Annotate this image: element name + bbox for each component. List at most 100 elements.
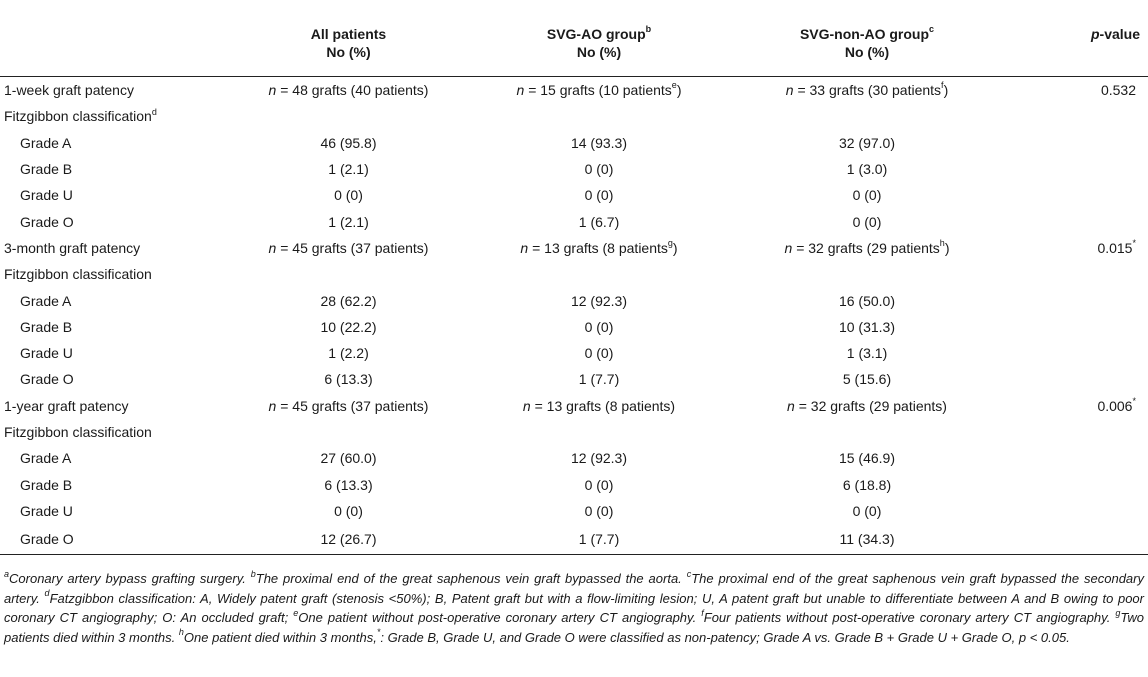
cell-value: 5 (15.6) bbox=[842, 371, 892, 388]
column-header: SVG-AO groupb bbox=[475, 0, 723, 42]
cell-value: 46 (95.8) bbox=[320, 134, 377, 151]
cell-value: 1 (2.1) bbox=[328, 213, 369, 230]
table-row: 3-month graft patency n = 45 grafts (37 p… bbox=[0, 235, 1148, 261]
cell-value: 0 (0) bbox=[852, 502, 882, 519]
table-cell: n = 32 grafts (29 patients) bbox=[723, 393, 1011, 419]
row-label-text: Grade A bbox=[20, 134, 72, 151]
table-cell: n = 33 grafts (30 patientsf) bbox=[723, 77, 1011, 104]
cell-n-symbol: n bbox=[784, 239, 793, 256]
table-row: Grade A 28 (62.2) 12 (92.3) 16 (50.0) bbox=[0, 287, 1148, 313]
table-row: Grade U 0 (0) 0 (0) 0 (0) bbox=[0, 498, 1148, 524]
row-label: Fitzgibbon classificationd bbox=[0, 103, 222, 129]
table-cell: 28 (62.2) bbox=[222, 287, 475, 313]
footnote-mark: f bbox=[701, 607, 704, 618]
table-cell: 0 (0) bbox=[475, 340, 723, 366]
column-header: p-value bbox=[1011, 0, 1148, 42]
cell-value: 0 (0) bbox=[584, 161, 614, 178]
row-label-text: Grade A bbox=[20, 450, 72, 467]
footnote-mark: h bbox=[178, 627, 184, 638]
table-cell: 0 (0) bbox=[723, 498, 1011, 524]
footnote-text: The proximal end of the great saphenous … bbox=[255, 571, 687, 586]
table-cell: 1 (3.0) bbox=[723, 156, 1011, 182]
table-cell: n = 15 grafts (10 patientse) bbox=[475, 77, 723, 104]
footnote-mark: g bbox=[1115, 607, 1121, 618]
cell-value: = 15 grafts (10 patients bbox=[524, 82, 672, 99]
p-value-cell bbox=[1011, 366, 1148, 392]
p-value-cell: 0.532 bbox=[1011, 77, 1148, 104]
cell-value: 0 (0) bbox=[334, 187, 363, 204]
table-cell: 0 (0) bbox=[723, 182, 1011, 208]
table-cell: 14 (93.3) bbox=[475, 130, 723, 156]
p-value-cell bbox=[1011, 524, 1148, 555]
cell-value: 0 (0) bbox=[334, 502, 363, 519]
footnote-mark: d bbox=[44, 588, 50, 599]
table-cell: 1 (7.7) bbox=[475, 366, 723, 392]
cell-value: = 48 grafts (40 patients) bbox=[276, 82, 429, 99]
cell-n-symbol: n bbox=[268, 82, 277, 99]
table-row: Grade A 46 (95.8) 14 (93.3) 32 (97.0) bbox=[0, 130, 1148, 156]
table-cell: 0 (0) bbox=[475, 156, 723, 182]
p-value-cell bbox=[1011, 287, 1148, 313]
cell-n-symbol: n bbox=[268, 239, 277, 256]
p-value-cell bbox=[1011, 208, 1148, 234]
table-body: 1-week graft patency n = 48 grafts (40 pa… bbox=[0, 77, 1148, 555]
cell-tail: ) bbox=[676, 82, 682, 99]
cell-value: 0 (0) bbox=[584, 502, 614, 519]
column-header: All patients bbox=[222, 0, 475, 42]
cell-value: 6 (18.8) bbox=[842, 476, 892, 493]
table-cell: n = 48 grafts (40 patients) bbox=[222, 77, 475, 104]
table-cell: 6 (13.3) bbox=[222, 366, 475, 392]
footnote-mark: a bbox=[4, 568, 10, 579]
significance-mark: * bbox=[1132, 238, 1136, 249]
p-value-cell bbox=[1011, 103, 1148, 129]
cell-n-symbol: n bbox=[516, 82, 525, 99]
cell-value: 0 (0) bbox=[584, 345, 614, 362]
column-header: SVG-non-AO groupc bbox=[723, 0, 1011, 42]
row-label: Grade B bbox=[0, 156, 222, 182]
table-row: Grade O 12 (26.7) 1 (7.7) 11 (34.3) bbox=[0, 524, 1148, 555]
table-cell bbox=[723, 419, 1011, 445]
table-cell: 0 (0) bbox=[475, 314, 723, 340]
table-row: 1-week graft patency n = 48 grafts (40 pa… bbox=[0, 77, 1148, 104]
p-value: 0.532 bbox=[1100, 82, 1136, 99]
p-value-cell: 0.015* bbox=[1011, 235, 1148, 261]
row-label-text: 1-week graft patency bbox=[4, 82, 134, 99]
cell-tail: ) bbox=[944, 239, 950, 256]
cell-value: 1 (7.7) bbox=[578, 531, 620, 548]
table-cell bbox=[475, 419, 723, 445]
row-label-text: 1-year graft patency bbox=[4, 397, 129, 414]
table-cell: 0 (0) bbox=[475, 182, 723, 208]
footnote-mark: * bbox=[376, 627, 381, 638]
table-row: Grade B 6 (13.3) 0 (0) 6 (18.8) bbox=[0, 471, 1148, 497]
table-row: Grade B 10 (22.2) 0 (0) 10 (31.3) bbox=[0, 314, 1148, 340]
table-cell: n = 13 grafts (8 patientsg) bbox=[475, 235, 723, 261]
table-cell: 5 (15.6) bbox=[723, 366, 1011, 392]
row-label-text: Grade B bbox=[20, 161, 73, 178]
table-cell: 1 (2.2) bbox=[222, 340, 475, 366]
row-label: Grade B bbox=[0, 471, 222, 497]
column-subheader bbox=[1011, 42, 1148, 77]
cell-n-symbol: n bbox=[520, 239, 529, 256]
column-subheader bbox=[0, 42, 222, 77]
cell-value: 28 (62.2) bbox=[320, 292, 377, 309]
cell-value: 10 (22.2) bbox=[320, 318, 377, 335]
row-label: Grade O bbox=[0, 366, 222, 392]
table-cell: 1 (2.1) bbox=[222, 156, 475, 182]
graft-patency-table: All patients SVG-AO groupb SVG-non-AO grou… bbox=[0, 0, 1148, 555]
footnote-text: Fatzgibbon classification: A, Widely pat… bbox=[4, 590, 1144, 626]
cell-value: 1 (3.0) bbox=[846, 161, 888, 178]
row-label-text: Grade U bbox=[20, 187, 73, 204]
cell-value: 1 (3.1) bbox=[846, 345, 888, 362]
row-label-text: Grade O bbox=[20, 213, 74, 230]
header-unit: No (%) bbox=[576, 44, 622, 60]
table-cell: 1 (7.7) bbox=[475, 524, 723, 555]
header-footnote-mark: c bbox=[929, 24, 935, 35]
column-subheader: No (%) bbox=[475, 42, 723, 77]
cell-value: 1 (2.1) bbox=[328, 161, 369, 178]
table-cell: 1 (2.1) bbox=[222, 208, 475, 234]
row-label: Grade A bbox=[0, 445, 222, 471]
table-cell: 0 (0) bbox=[475, 471, 723, 497]
table-row: Grade U 1 (2.2) 0 (0) 1 (3.1) bbox=[0, 340, 1148, 366]
row-label: 3-month graft patency bbox=[0, 235, 222, 261]
